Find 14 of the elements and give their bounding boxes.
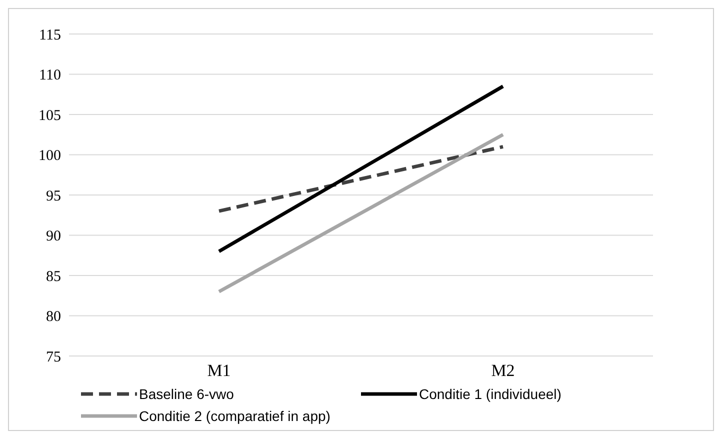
legend-label: Baseline 6-vwo [139,386,234,402]
y-tick-label: 95 [46,188,61,204]
legend-label: Conditie 1 (individueel) [419,386,562,402]
y-tick-label: 75 [46,349,61,366]
y-tick-label: 105 [38,108,61,124]
y-tick-label: 115 [39,27,61,44]
y-tick-label: 110 [39,68,61,84]
x-tick-label: M2 [491,361,515,380]
legend-label: Conditie 2 (comparatief in app) [139,408,330,424]
x-tick-label: M1 [207,361,231,380]
y-tick-label: 90 [46,228,61,245]
y-tick-label: 100 [38,148,61,164]
y-tick-label: 80 [46,309,61,326]
y-tick-label: 85 [46,268,61,285]
